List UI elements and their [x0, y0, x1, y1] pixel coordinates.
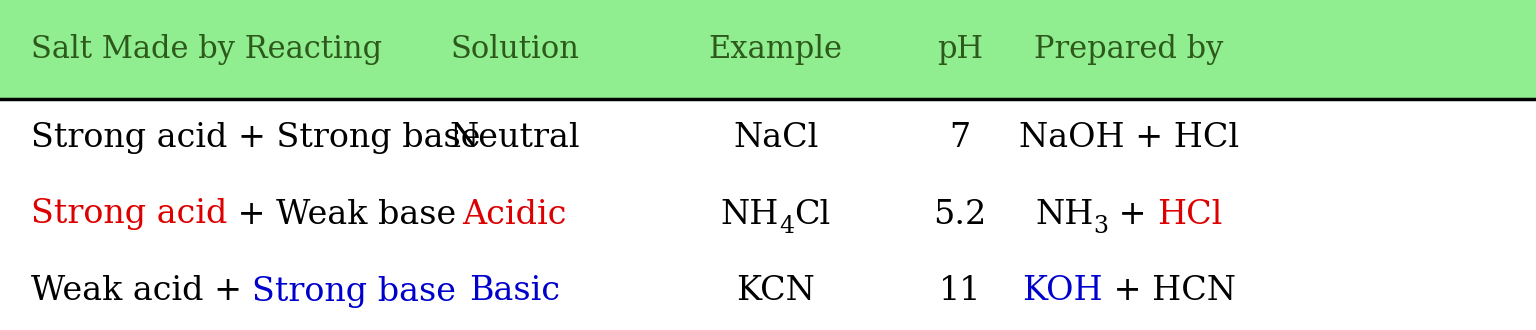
- Text: HCl: HCl: [1158, 199, 1223, 230]
- Text: 11: 11: [938, 276, 982, 308]
- Text: Strong acid: Strong acid: [31, 199, 227, 230]
- FancyBboxPatch shape: [0, 99, 1536, 330]
- Text: KOH: KOH: [1021, 276, 1103, 308]
- Text: 5.2: 5.2: [934, 199, 986, 230]
- Text: Prepared by: Prepared by: [1034, 34, 1224, 65]
- Text: +: +: [1109, 199, 1158, 230]
- Text: NH: NH: [1035, 199, 1094, 230]
- Text: + Weak base: + Weak base: [227, 199, 456, 230]
- Text: Cl: Cl: [794, 199, 831, 230]
- Text: pH: pH: [937, 34, 983, 65]
- Text: NaOH + HCl: NaOH + HCl: [1018, 121, 1240, 153]
- Text: NaCl: NaCl: [733, 121, 819, 153]
- Text: Salt Made by Reacting: Salt Made by Reacting: [31, 34, 382, 65]
- Text: Example: Example: [708, 34, 843, 65]
- Text: KCN: KCN: [736, 276, 816, 308]
- Text: Basic: Basic: [468, 276, 561, 308]
- Text: 3: 3: [1094, 214, 1109, 238]
- FancyBboxPatch shape: [0, 0, 1536, 99]
- Text: 7: 7: [949, 121, 971, 153]
- Text: Neutral: Neutral: [449, 121, 581, 153]
- Text: NH: NH: [720, 199, 779, 230]
- Text: Solution: Solution: [450, 34, 579, 65]
- Text: Weak acid +: Weak acid +: [31, 276, 252, 308]
- Text: Acidic: Acidic: [462, 199, 567, 230]
- Text: Strong acid + Strong base: Strong acid + Strong base: [31, 121, 481, 153]
- Text: 4: 4: [779, 214, 794, 238]
- Text: Strong base: Strong base: [252, 276, 456, 308]
- Text: + HCN: + HCN: [1103, 276, 1236, 308]
